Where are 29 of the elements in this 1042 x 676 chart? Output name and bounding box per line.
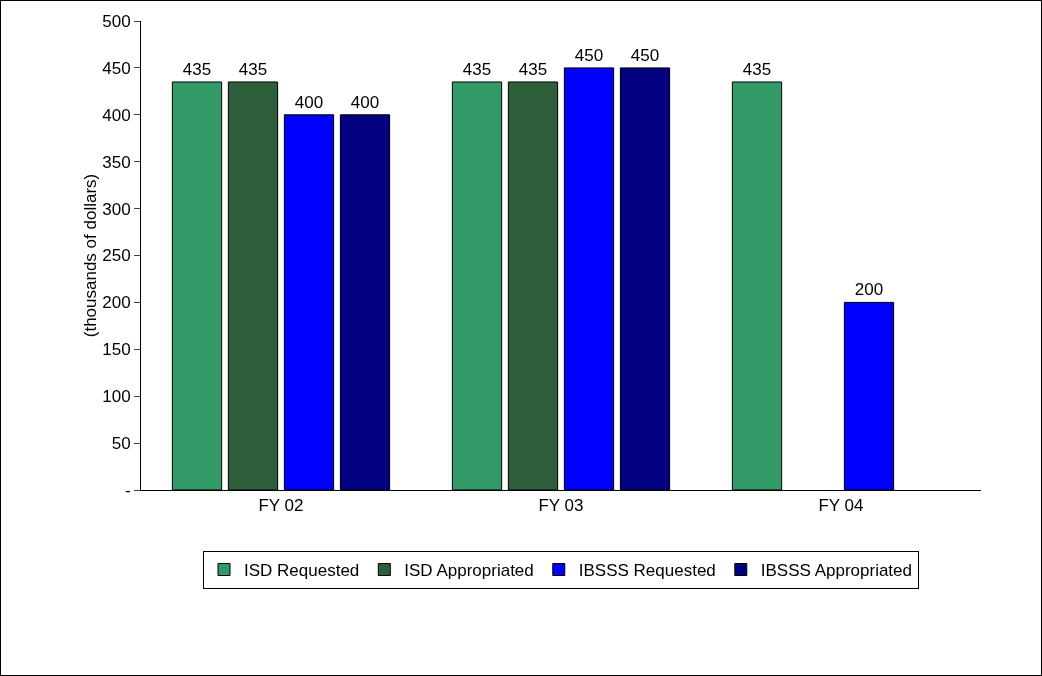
y-tick-label: - bbox=[124, 480, 131, 500]
y-tick-label: 450 bbox=[102, 58, 131, 78]
x-tick-label: FY 04 bbox=[818, 496, 864, 516]
data-label: 200 bbox=[854, 280, 884, 300]
y-tick-label: 250 bbox=[102, 246, 131, 266]
x-tick-label: FY 03 bbox=[538, 496, 584, 516]
y-tick-label: 200 bbox=[102, 293, 131, 313]
y-tick-label: 350 bbox=[102, 152, 131, 172]
x-tick-label: FY 02 bbox=[258, 496, 304, 516]
y-tick-label: 150 bbox=[102, 340, 131, 360]
y-tick-label: 400 bbox=[102, 105, 131, 125]
data-label: 400 bbox=[294, 92, 324, 112]
y-axis-title: (thousands of dollars) bbox=[81, 173, 101, 338]
legend-label: IBSSS Requested bbox=[578, 561, 716, 581]
y-tick-label: 100 bbox=[102, 387, 131, 407]
data-label: 435 bbox=[518, 59, 548, 79]
data-label: 435 bbox=[742, 59, 772, 79]
legend-label: ISD Requested bbox=[244, 561, 360, 581]
data-label: 450 bbox=[630, 45, 660, 65]
legend-label: ISD Appropriated bbox=[404, 561, 534, 581]
y-tick-label: 300 bbox=[102, 199, 131, 219]
data-label: 435 bbox=[238, 59, 268, 79]
data-label: 450 bbox=[574, 45, 604, 65]
data-label: 435 bbox=[462, 59, 492, 79]
y-tick-label: 50 bbox=[111, 434, 131, 454]
y-tick-label: 500 bbox=[102, 11, 131, 31]
data-label: 435 bbox=[182, 59, 212, 79]
legend-label: IBSSS Appropriated bbox=[760, 561, 913, 581]
data-label: 400 bbox=[350, 92, 380, 112]
